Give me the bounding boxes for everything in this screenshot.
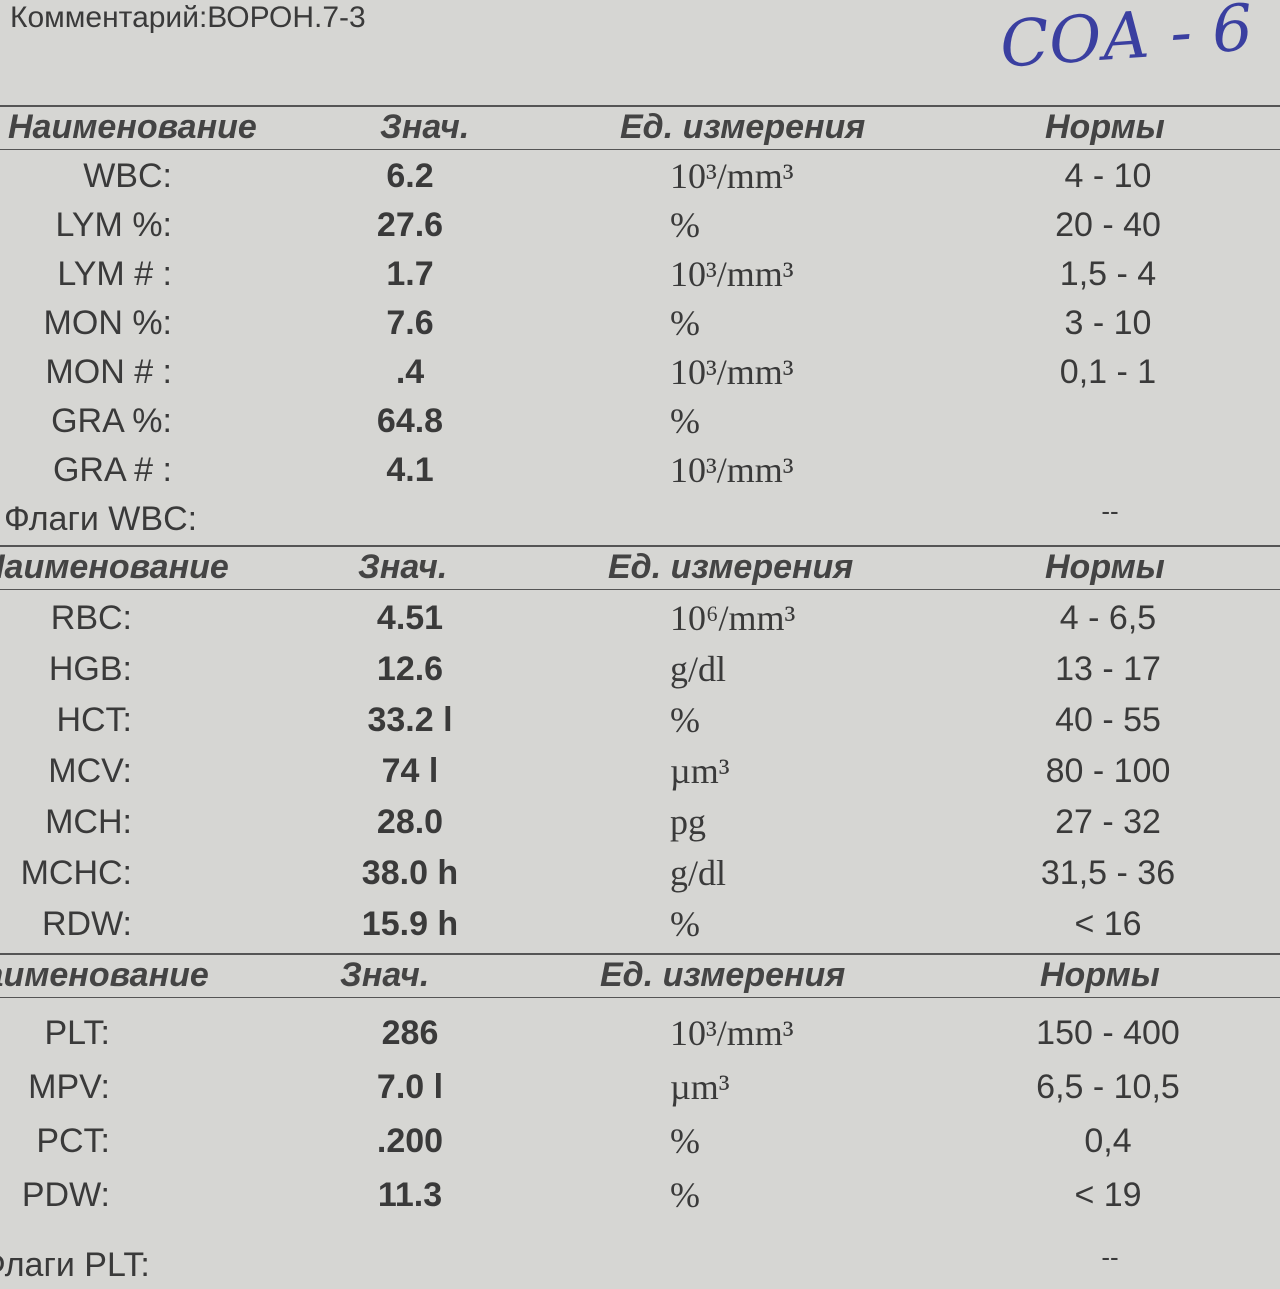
- row-name: MON %:: [43, 304, 172, 342]
- row-unit: µm³: [670, 751, 730, 791]
- row-unit: pg: [670, 802, 706, 842]
- row-norm: 150 - 400: [1036, 1014, 1180, 1052]
- flags-label: Флаги WBC:: [4, 500, 198, 538]
- row-unit: %: [670, 1121, 700, 1161]
- row-norm: 20 - 40: [1055, 206, 1161, 244]
- row-unit: %: [670, 401, 700, 441]
- row-unit: 10³/mm³: [670, 156, 794, 196]
- column-header: Нормы: [1040, 956, 1160, 994]
- row-unit: 10³/mm³: [670, 1013, 794, 1053]
- column-header: Знач.: [358, 548, 448, 586]
- row-unit: µm³: [670, 1067, 730, 1107]
- row-norm: 0,4: [1084, 1122, 1132, 1160]
- comment: Комментарий:ВОРОН.7-3: [10, 1, 366, 34]
- row-norm: 3 - 10: [1064, 304, 1152, 342]
- row-unit: %: [670, 904, 700, 944]
- row-value: 15.9 h: [361, 905, 459, 943]
- row-unit: 10³/mm³: [670, 254, 794, 294]
- row-norm: 0,1 - 1: [1059, 353, 1157, 391]
- row-norm: 27 - 32: [1055, 803, 1161, 841]
- row-name: RBC:: [50, 599, 132, 637]
- row-name: PDW:: [21, 1176, 110, 1214]
- row-name: LYM %:: [55, 206, 172, 244]
- row-unit: %: [670, 1175, 700, 1215]
- row-name: GRA %:: [51, 402, 172, 440]
- row-name: PLT:: [44, 1014, 110, 1052]
- row-value: .4: [395, 353, 425, 391]
- row-value: .200: [376, 1122, 444, 1160]
- row-norm: < 16: [1074, 905, 1142, 943]
- row-norm: 31,5 - 36: [1040, 854, 1176, 892]
- row-unit: g/dl: [670, 649, 727, 689]
- row-unit: %: [670, 205, 700, 245]
- row-name: MCV:: [48, 752, 132, 790]
- row-name: MCH:: [45, 803, 132, 841]
- column-header: Ед. измерения: [600, 956, 846, 994]
- column-header: Нормы: [1045, 108, 1165, 146]
- row-name: HCT:: [56, 701, 132, 739]
- row-unit: 10³/mm³: [670, 352, 794, 392]
- column-header: Знач.: [340, 956, 430, 994]
- row-name: GRA # :: [52, 451, 172, 489]
- row-value: 64.8: [376, 402, 444, 440]
- divider: [0, 997, 1280, 998]
- row-value: 4.51: [376, 599, 444, 637]
- row-name: LYM # :: [57, 255, 172, 293]
- row-value: 4.1: [386, 451, 434, 489]
- row-name: WBC:: [83, 157, 172, 195]
- row-value: 33.2 l: [367, 701, 453, 739]
- row-norm: 13 - 17: [1055, 650, 1161, 688]
- row-value: 286: [381, 1014, 439, 1052]
- row-name: MON # :: [45, 353, 172, 391]
- row-value: 38.0 h: [361, 854, 459, 892]
- column-header: Знач.: [380, 108, 470, 146]
- row-name: RDW:: [41, 905, 132, 943]
- row-name: PCT:: [36, 1122, 110, 1160]
- row-value: 12.6: [376, 650, 444, 688]
- row-norm: < 19: [1074, 1176, 1142, 1214]
- row-value: 28.0: [376, 803, 444, 841]
- flags-label: Флаги PLT:: [0, 1246, 150, 1284]
- column-header: Ед. измерения: [608, 548, 854, 586]
- divider: [0, 953, 1280, 955]
- row-value: 1.7: [386, 255, 434, 293]
- divider: [0, 589, 1280, 590]
- column-header: Наименование: [0, 548, 229, 586]
- row-norm: 1,5 - 4: [1059, 255, 1157, 293]
- handwritten-note: СОА - 6: [997, 0, 1256, 83]
- column-header: Наименование: [8, 108, 257, 146]
- row-norm: 80 - 100: [1045, 752, 1171, 790]
- row-value: 74 l: [381, 752, 439, 790]
- flags-value: --: [1101, 1242, 1119, 1272]
- divider: [0, 545, 1280, 547]
- row-unit: g/dl: [670, 853, 727, 893]
- column-header: Нормы: [1045, 548, 1165, 586]
- row-name: MCHC:: [20, 854, 132, 892]
- row-value: 11.3: [377, 1176, 443, 1214]
- divider: [0, 105, 1280, 107]
- row-norm: 4 - 10: [1064, 157, 1152, 195]
- row-value: 7.0 l: [376, 1068, 444, 1106]
- row-value: 6.2: [386, 157, 434, 195]
- column-header: Наименование: [0, 956, 209, 994]
- flags-value: --: [1101, 496, 1119, 526]
- row-name: MPV:: [28, 1068, 110, 1106]
- row-value: 27.6: [376, 206, 444, 244]
- column-header: Ед. измерения: [620, 108, 866, 146]
- row-unit: %: [670, 700, 700, 740]
- row-norm: 4 - 6,5: [1059, 599, 1157, 637]
- row-norm: 40 - 55: [1055, 701, 1161, 739]
- row-unit: 10⁶/mm³: [670, 598, 796, 638]
- row-norm: 6,5 - 10,5: [1036, 1068, 1180, 1106]
- divider: [0, 149, 1280, 150]
- row-name: HGB:: [48, 650, 132, 688]
- row-value: 7.6: [386, 304, 434, 342]
- row-unit: %: [670, 303, 700, 343]
- row-unit: 10³/mm³: [670, 450, 794, 490]
